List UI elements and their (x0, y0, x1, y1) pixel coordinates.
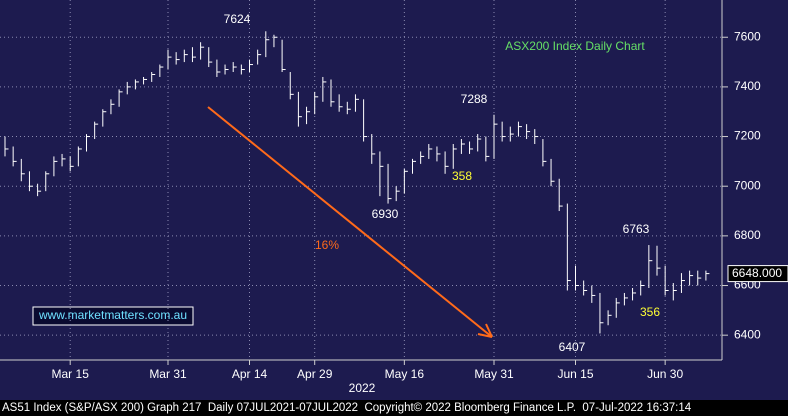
last-value-label: 6648.000 (732, 266, 782, 280)
x-tick-label: Apr 14 (232, 367, 268, 381)
last-value-box (727, 265, 788, 283)
annotation: 356 (640, 305, 660, 319)
x-tick-label: Jun 30 (647, 367, 683, 381)
x-tick-label: Mar 31 (149, 367, 187, 381)
annotation: 7288 (461, 92, 488, 106)
footer: AS51 Index (S&P/ASX 200) Graph 217 Daily… (2, 402, 692, 414)
y-tick-label: 7200 (734, 129, 761, 143)
chart-title: ASX200 Index Daily Chart (505, 39, 645, 53)
axis-background (0, 360, 788, 400)
y-tick-label: 7000 (734, 178, 761, 192)
x-tick-label: Apr 29 (297, 367, 333, 381)
x-tick-label: May 16 (385, 367, 425, 381)
watermark: www.marketmatters.com.au (38, 308, 187, 322)
x-tick-label: Mar 15 (52, 367, 90, 381)
status-bar (0, 400, 788, 416)
annotation: 6930 (372, 207, 399, 221)
y-tick-label: 6800 (734, 228, 761, 242)
annotation: 6407 (559, 340, 586, 354)
y-tick-label: 7400 (734, 79, 761, 93)
watermark-box (32, 306, 194, 326)
y-tick-label: 6400 (734, 327, 761, 341)
y-tick-label: 7600 (734, 29, 761, 43)
trend-arrow (207, 106, 493, 338)
plot-background (0, 0, 788, 360)
x-group-label: 2022 (349, 381, 376, 395)
arrow-head (477, 323, 493, 338)
x-tick-label: Jun 15 (557, 367, 593, 381)
annotation: 7624 (224, 12, 251, 26)
annotation: 358 (452, 169, 472, 183)
annotation: 16% (315, 238, 339, 252)
x-tick-label: May 31 (474, 367, 514, 381)
annotation: 6763 (623, 222, 650, 236)
